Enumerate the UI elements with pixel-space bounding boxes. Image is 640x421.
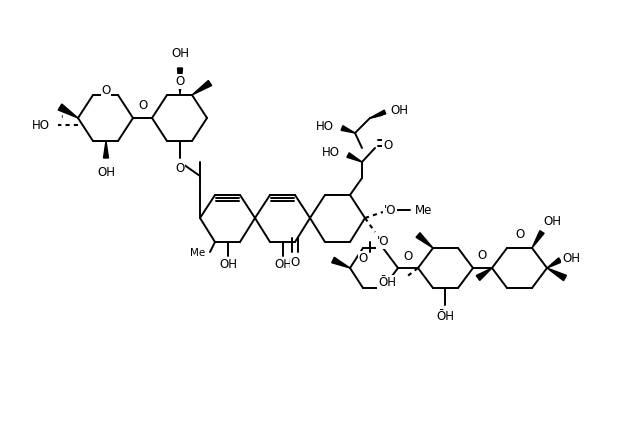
Polygon shape xyxy=(58,104,78,118)
Polygon shape xyxy=(347,153,362,162)
Text: O: O xyxy=(175,162,184,175)
Text: 'O: 'O xyxy=(384,203,397,216)
Text: O: O xyxy=(403,250,413,263)
Text: HO: HO xyxy=(316,120,334,133)
Polygon shape xyxy=(332,257,350,268)
Text: O: O xyxy=(515,228,525,241)
Text: O: O xyxy=(383,139,392,152)
Text: OH: OH xyxy=(274,258,292,271)
Text: O: O xyxy=(138,99,148,112)
Text: OH: OH xyxy=(171,47,189,60)
Text: ': ' xyxy=(60,114,63,124)
Text: OH: OH xyxy=(390,104,408,117)
Text: O: O xyxy=(175,75,184,88)
Text: O: O xyxy=(101,83,111,96)
Text: O: O xyxy=(477,249,486,262)
Text: HO: HO xyxy=(322,146,340,158)
Polygon shape xyxy=(547,258,561,268)
Polygon shape xyxy=(104,141,109,158)
Text: Me: Me xyxy=(190,248,205,258)
Text: OH: OH xyxy=(97,166,115,179)
Text: OH: OH xyxy=(562,251,580,264)
Polygon shape xyxy=(547,268,566,281)
Text: HO: HO xyxy=(32,118,50,131)
Text: O: O xyxy=(359,252,368,265)
Polygon shape xyxy=(192,80,212,95)
Text: ŌH: ŌH xyxy=(378,275,396,288)
Text: OH: OH xyxy=(219,258,237,271)
Text: ŌH: ŌH xyxy=(436,310,454,323)
Text: O: O xyxy=(291,256,300,269)
Text: OH: OH xyxy=(543,215,561,228)
Polygon shape xyxy=(341,125,355,133)
Polygon shape xyxy=(532,231,544,248)
Text: 'O: 'O xyxy=(377,235,390,248)
Text: Me: Me xyxy=(415,203,433,216)
Polygon shape xyxy=(476,268,492,280)
Polygon shape xyxy=(177,68,182,95)
Polygon shape xyxy=(416,233,433,248)
Polygon shape xyxy=(370,110,386,118)
